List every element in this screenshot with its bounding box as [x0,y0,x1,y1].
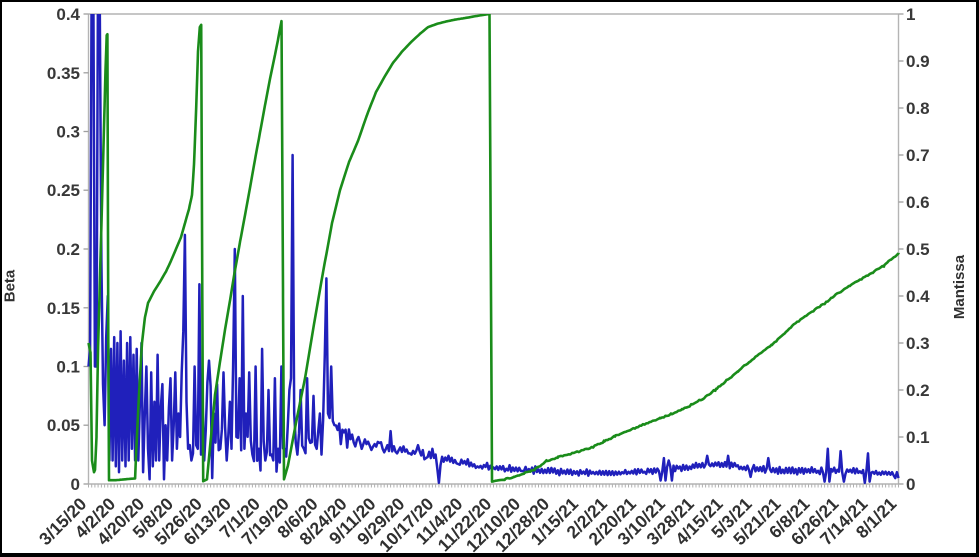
svg-text:0.15: 0.15 [47,299,80,318]
svg-text:0.4: 0.4 [906,287,930,306]
svg-text:0.1: 0.1 [56,358,80,377]
svg-text:Beta: Beta [2,269,19,302]
svg-text:0.35: 0.35 [47,64,80,83]
svg-text:0.2: 0.2 [56,240,80,259]
svg-text:0.1: 0.1 [906,428,930,447]
svg-text:0: 0 [71,475,80,494]
svg-text:0.05: 0.05 [47,416,80,435]
svg-text:0.9: 0.9 [906,52,930,71]
svg-text:Mantissa: Mantissa [951,254,968,319]
svg-text:0.25: 0.25 [47,181,80,200]
svg-text:0.6: 0.6 [906,193,930,212]
svg-text:0.3: 0.3 [906,334,930,353]
svg-text:0.8: 0.8 [906,99,930,118]
svg-text:1: 1 [906,5,915,24]
svg-text:0.5: 0.5 [906,240,930,259]
svg-text:0.3: 0.3 [56,123,80,142]
svg-text:0.7: 0.7 [906,146,930,165]
svg-text:0.4: 0.4 [56,5,80,24]
svg-text:0.2: 0.2 [906,381,930,400]
svg-text:0: 0 [906,475,915,494]
